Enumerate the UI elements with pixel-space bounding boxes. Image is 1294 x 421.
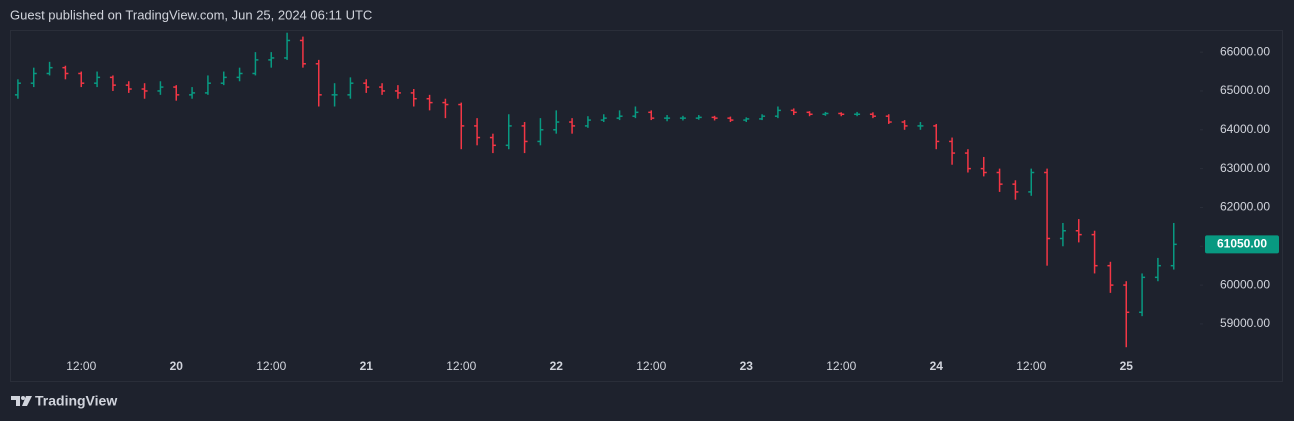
last-price-label: 61050.00 [1217, 236, 1267, 250]
footer: TradingView [35, 393, 117, 409]
x-tick-label: 12:00 [256, 359, 286, 373]
y-tick-label: 65000.00 [1220, 83, 1270, 97]
y-tick-label: 60000.00 [1220, 277, 1270, 291]
y-tick-label: 66000.00 [1220, 44, 1270, 58]
logo-dot [21, 396, 25, 400]
y-tick-label: 62000.00 [1220, 200, 1270, 214]
header: Guest published on TradingView.com, Jun … [10, 7, 372, 22]
x-tick-label: 22 [550, 359, 564, 373]
logo-slash [22, 396, 32, 406]
x-tick-label: 12:00 [66, 359, 96, 373]
logo-mark [11, 396, 20, 406]
frame [10, 30, 1283, 382]
x-tick-label: 12:00 [1016, 359, 1046, 373]
x-tick-label: 12:00 [636, 359, 666, 373]
logo [11, 396, 32, 406]
y-tick-label: 59000.00 [1220, 316, 1270, 330]
x-tick-label: 24 [930, 359, 944, 373]
y-tick-label: 64000.00 [1220, 122, 1270, 136]
y-tick-label: 63000.00 [1220, 161, 1270, 175]
x-tick-label: 12:00 [446, 359, 476, 373]
last-price-box [1205, 235, 1279, 254]
x-tick-label: 25 [1120, 359, 1134, 373]
x-tick-label: 20 [170, 359, 184, 373]
x-tick-label: 23 [740, 359, 754, 373]
x-tick-label: 12:00 [826, 359, 856, 373]
x-tick-label: 21 [360, 359, 374, 373]
